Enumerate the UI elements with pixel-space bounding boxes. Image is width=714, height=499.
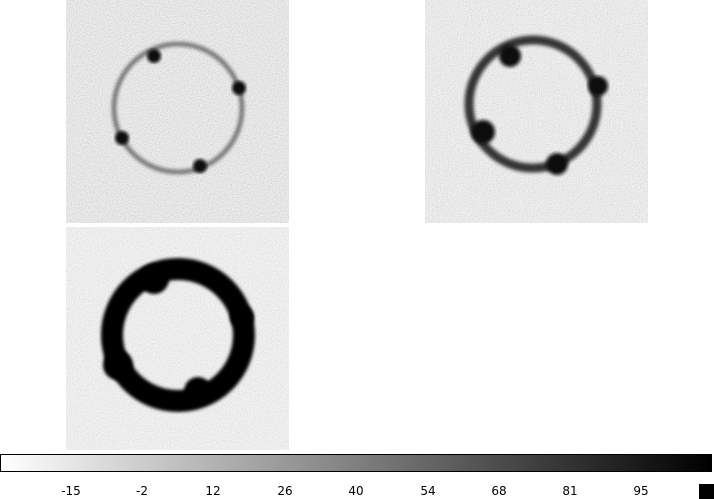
colorbar-tick-label: 81: [562, 484, 578, 498]
image-panel-bottom-left: [66, 227, 289, 450]
colorbar-overflow-marker: [699, 484, 714, 499]
colorbar: [0, 454, 712, 472]
ring-image-3: [66, 227, 289, 450]
ring-image-2: [425, 0, 648, 223]
ring-image-1: [66, 0, 289, 223]
colorbar-tick-label: 95: [633, 484, 649, 498]
image-panel-top-left: [66, 0, 289, 223]
colorbar-tick-label: 40: [348, 484, 364, 498]
colorbar-tick-label: 68: [491, 484, 507, 498]
colorbar-tick-label: -2: [136, 484, 148, 498]
image-panel-top-right: [425, 0, 648, 223]
colorbar-tick-label: 54: [420, 484, 436, 498]
colorbar-tick-label: -15: [61, 484, 81, 498]
colorbar-tick-label: 26: [277, 484, 293, 498]
colorbar-tick-label: 12: [205, 484, 221, 498]
